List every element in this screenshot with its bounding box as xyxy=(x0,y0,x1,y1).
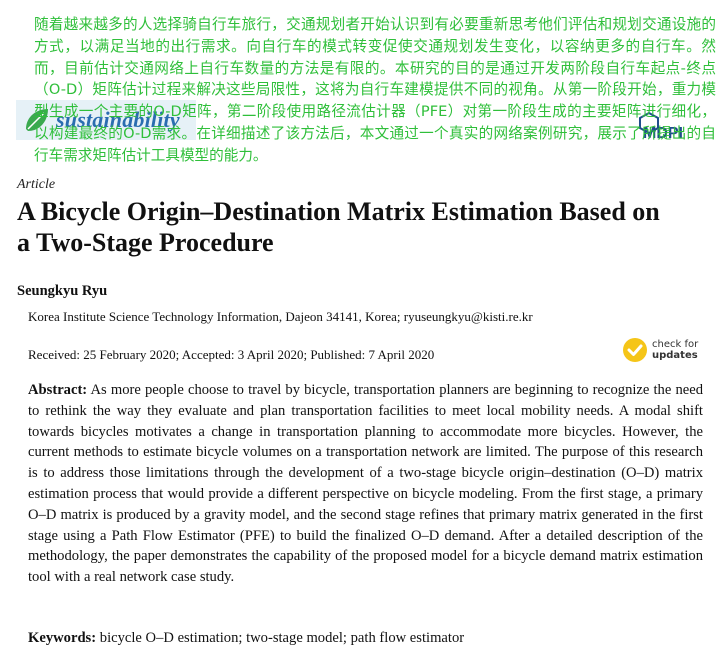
translation-overlay: 随着越来越多的人选择骑自行车旅行，交通规划者开始认识到有必要重新思考他们评估和规… xyxy=(34,16,716,164)
check-updates-line2: updates xyxy=(652,350,698,361)
keywords-text: bicycle O–D estimation; two-stage model;… xyxy=(99,630,465,646)
page-title: A Bicycle Origin–Destination Matrix Esti… xyxy=(17,197,660,257)
abstract: Abstract: As more people choose to trave… xyxy=(28,380,703,588)
keywords-label: Keywords: xyxy=(28,630,97,646)
journal-leaf-icon xyxy=(26,109,48,131)
publication-dates: Received: 25 February 2020; Accepted: 3 … xyxy=(28,347,435,362)
abstract-label: Abstract: xyxy=(28,382,88,398)
keywords: Keywords: bicycle O–D estimation; two-st… xyxy=(28,630,464,647)
author-affiliation: Korea Institute Science Technology Infor… xyxy=(28,309,533,324)
author-name: Seungkyu Ryu xyxy=(17,283,108,299)
check-updates-line1: check for xyxy=(652,339,699,350)
article-type: Article xyxy=(17,177,56,192)
check-updates-button[interactable]: check for updates xyxy=(622,335,712,365)
abstract-text: As more people choose to travel by bicyc… xyxy=(28,382,704,586)
mdpi-logo: MDPI xyxy=(639,112,683,142)
check-updates-icon xyxy=(623,338,647,362)
journal-name: sustainability xyxy=(56,107,180,132)
publisher-name: MDPI xyxy=(643,125,683,142)
journal-logo: sustainability xyxy=(16,100,196,140)
check-updates-text: check for updates xyxy=(652,339,698,361)
